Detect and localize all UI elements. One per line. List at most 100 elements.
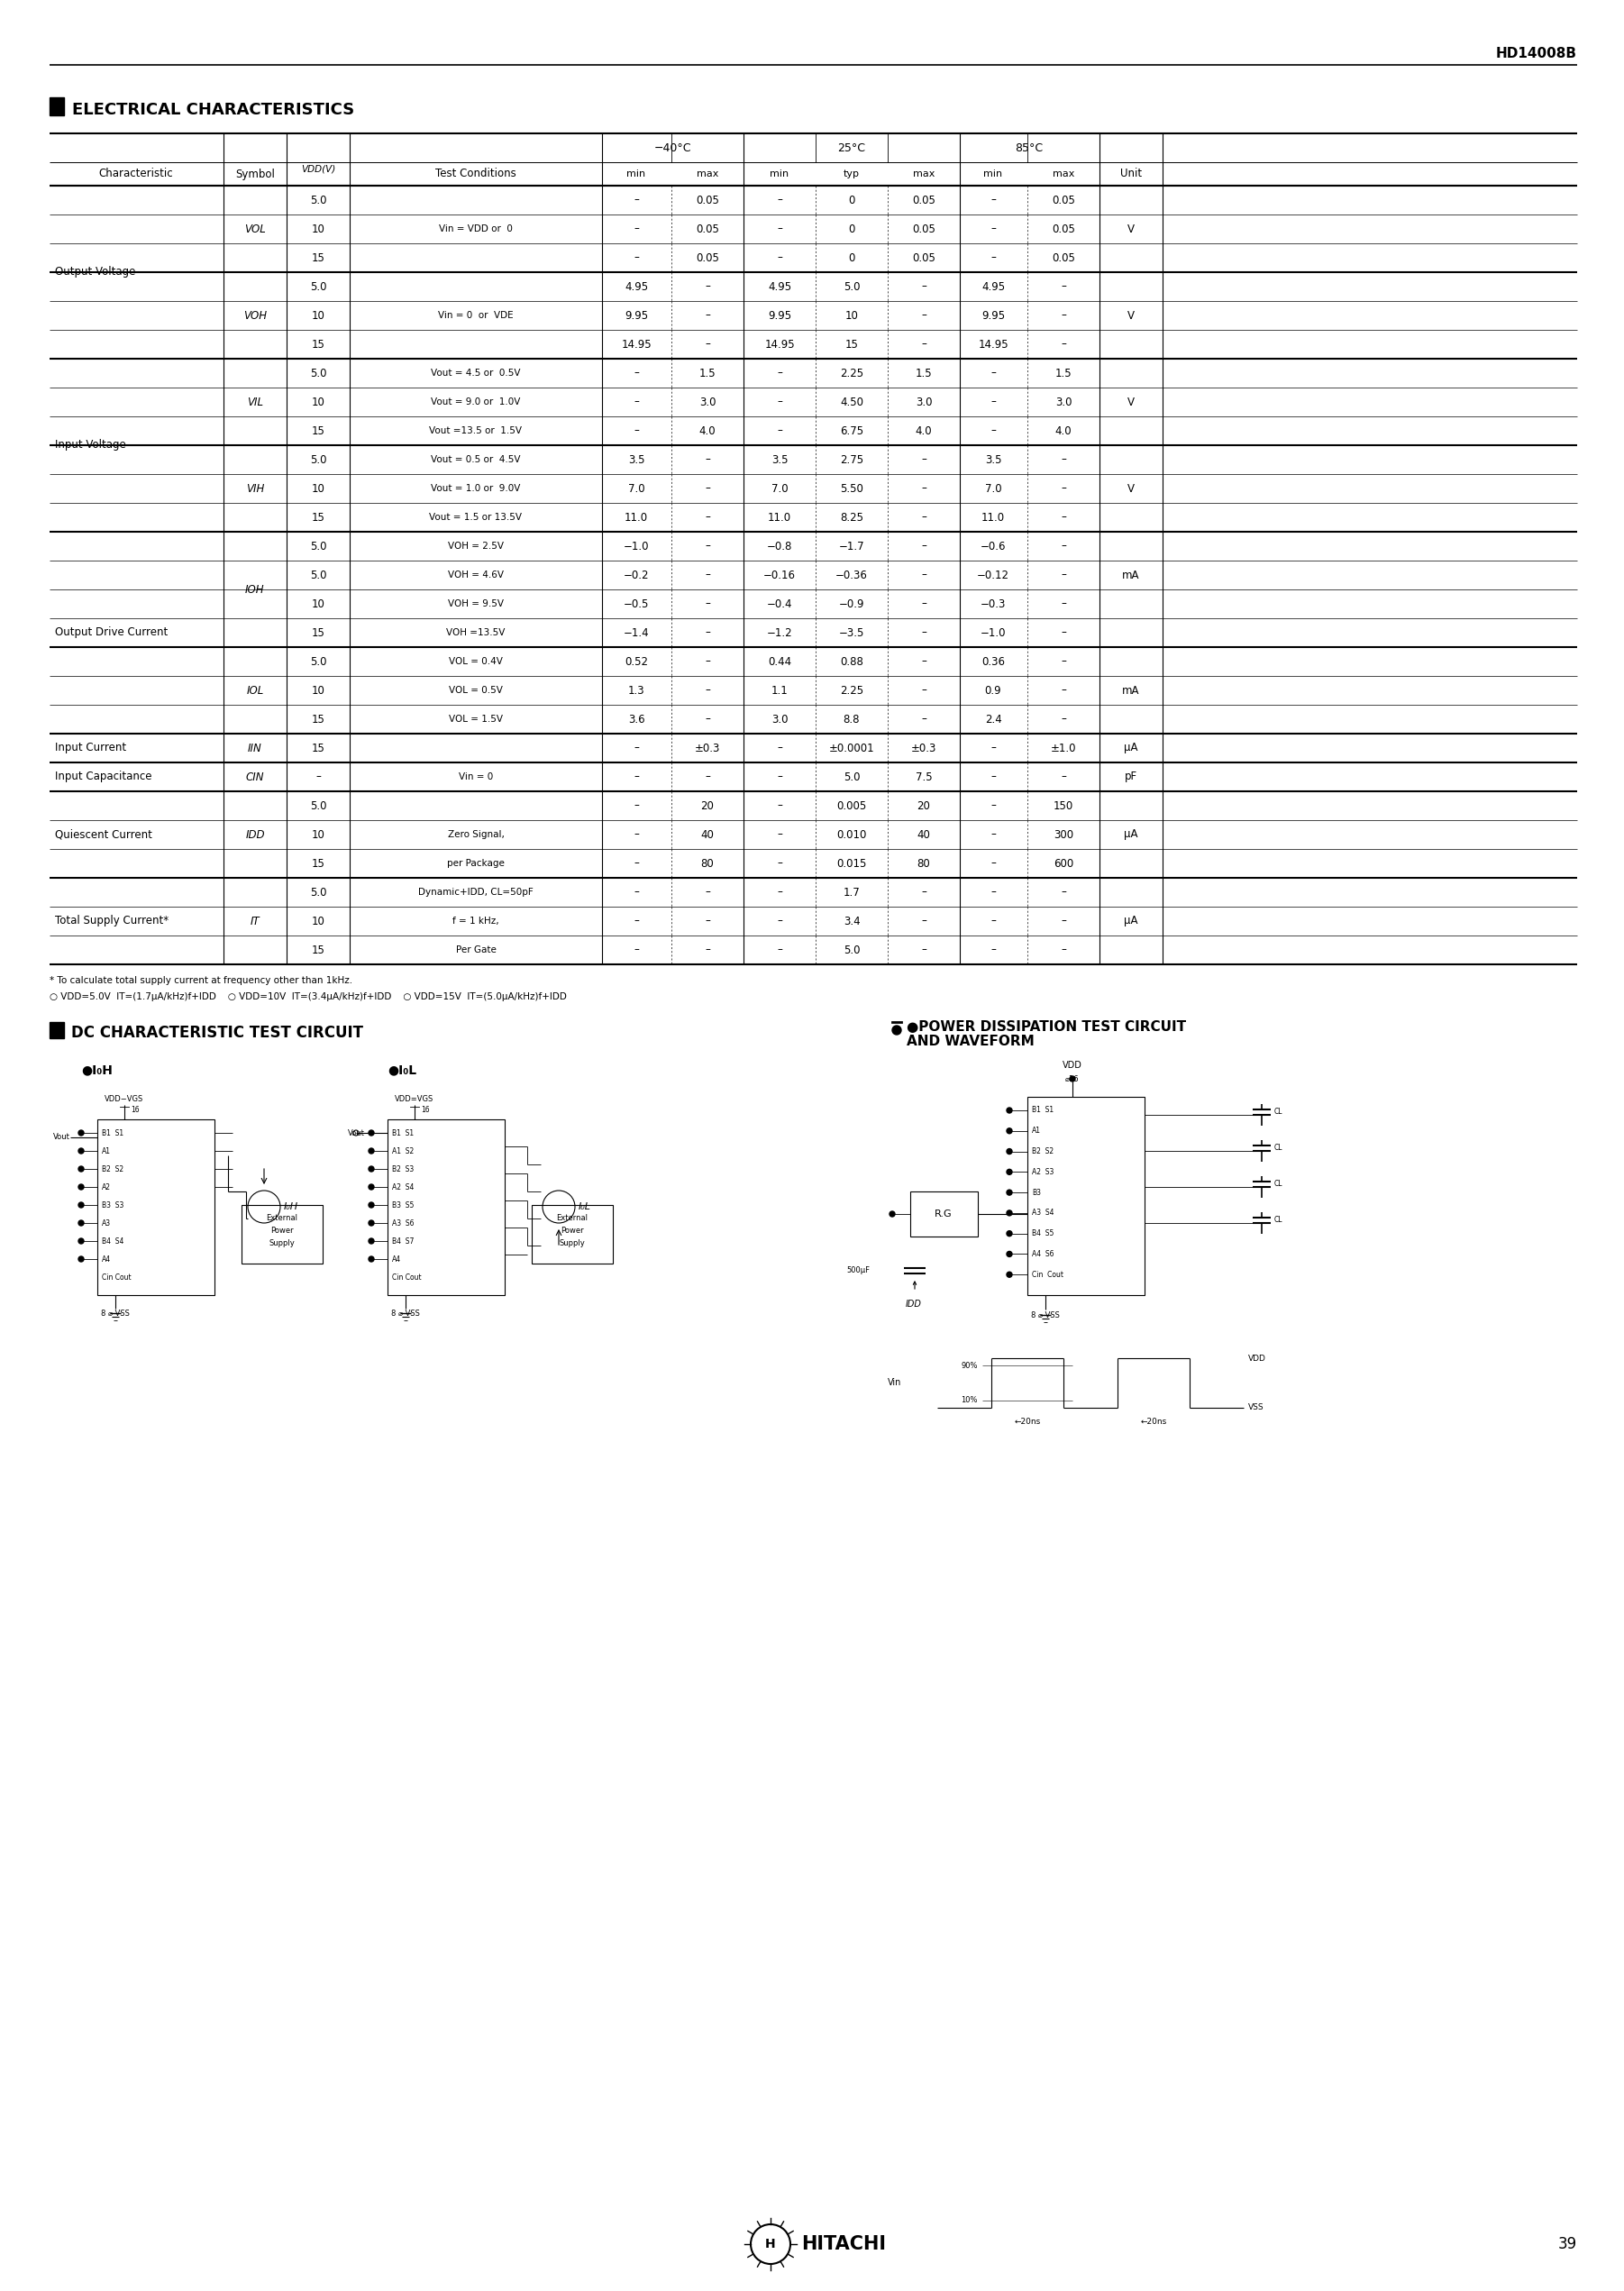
Text: 16: 16 [421,1107,429,1113]
Text: –: – [633,914,638,928]
Text: B3: B3 [1031,1189,1041,1196]
Text: –: – [921,339,926,351]
Text: VOL = 0.5V: VOL = 0.5V [448,685,503,694]
Text: −0.8: −0.8 [767,541,793,552]
Text: max: max [1052,170,1075,179]
Circle shape [1007,1189,1012,1196]
Text: IDD: IDD [245,829,265,841]
Text: 2.75: 2.75 [840,454,864,465]
Circle shape [78,1221,84,1226]
Text: 4.95: 4.95 [625,282,648,293]
Text: Cin  Cout: Cin Cout [1031,1272,1064,1278]
Text: −0.6: −0.6 [981,541,1005,552]
Text: VDD(V): VDD(V) [300,165,336,174]
Text: –: – [991,829,996,841]
Text: 20: 20 [918,800,931,811]
Text: 15: 15 [312,339,325,351]
Bar [531,1205,612,1265]
Text: Unit: Unit [1121,167,1142,179]
Text: –: – [315,772,322,784]
Circle shape [1007,1127,1012,1134]
Text: V: V [1127,396,1135,408]
Text: max: max [697,170,718,179]
Text: 11.0: 11.0 [768,511,791,522]
Text: 4.50: 4.50 [840,396,864,408]
Text: –: – [705,655,710,667]
Text: –: – [705,339,710,351]
Text: B2  S2: B2 S2 [1031,1148,1054,1155]
Text: –: – [776,772,783,784]
Text: VIL: VIL [247,396,263,408]
Text: CL: CL [1275,1180,1283,1189]
Text: 5.50: 5.50 [840,483,864,495]
Circle shape [369,1221,374,1226]
Text: DC CHARACTERISTIC TEST CIRCUIT: DC CHARACTERISTIC TEST CIRCUIT [71,1024,364,1040]
Text: 39: 39 [1557,2236,1577,2252]
Text: –: – [921,541,926,552]
Text: –: – [1060,944,1065,955]
Text: –: – [1060,568,1065,582]
Text: IIN: IIN [248,742,261,754]
Text: Output Drive Current: Output Drive Current [55,628,167,639]
Text: −1.4: −1.4 [624,628,650,639]
Text: 85°C: 85°C [1015,142,1043,153]
Text: –: – [705,685,710,696]
Text: HITACHI: HITACHI [801,2236,887,2252]
Text: –: – [705,568,710,582]
Text: 1.5: 1.5 [916,367,932,378]
Text: 5.0: 5.0 [310,568,326,582]
Text: B4  S7: B4 S7 [391,1237,414,1244]
Text: –: – [633,222,638,234]
Bar [50,96,63,115]
Text: 0.05: 0.05 [1052,222,1075,234]
Text: Supply: Supply [559,1239,585,1249]
Text: 10: 10 [312,222,325,234]
Text: –: – [633,857,638,868]
Text: –: – [921,655,926,667]
Text: 3.5: 3.5 [984,454,1002,465]
Text: −0.2: −0.2 [624,568,650,582]
Text: A3: A3 [102,1219,110,1228]
Text: ●I₀L: ●I₀L [388,1063,416,1077]
Text: 15: 15 [844,339,859,351]
Text: Output Voltage: Output Voltage [55,266,135,277]
Text: min: min [770,170,789,179]
Text: 3.0: 3.0 [916,396,932,408]
Text: –: – [633,367,638,378]
Text: Cin Cout: Cin Cout [391,1274,422,1281]
Text: –: – [991,800,996,811]
Text: 15: 15 [312,628,325,639]
Text: min: min [984,170,1002,179]
Text: 500μF: 500μF [846,1267,870,1274]
Text: 4.0: 4.0 [1056,424,1072,438]
Circle shape [1070,1077,1075,1081]
Text: 15: 15 [312,511,325,522]
Text: –: – [1060,511,1065,522]
Text: VOH = 2.5V: VOH = 2.5V [448,541,503,550]
Text: –: – [705,282,710,293]
Text: B2  S2: B2 S2 [102,1164,123,1173]
Text: 0.015: 0.015 [836,857,867,868]
Text: V: V [1127,222,1135,234]
Text: AND WAVEFORM: AND WAVEFORM [906,1036,1034,1049]
Circle shape [1007,1148,1012,1155]
Text: –: – [1060,628,1065,639]
Text: HD14008B: HD14008B [1496,48,1577,62]
Text: 10: 10 [312,483,325,495]
Text: External: External [557,1214,588,1223]
Text: 5.0: 5.0 [843,282,861,293]
Text: –: – [776,222,783,234]
Text: Zero Signal,: Zero Signal, [448,829,503,839]
Text: 8.8: 8.8 [843,713,861,724]
Text: –: – [921,944,926,955]
Text: min: min [627,170,646,179]
Text: –: – [921,483,926,495]
Text: −1.2: −1.2 [767,628,793,639]
Text: 0.36: 0.36 [981,655,1005,667]
Text: 1.3: 1.3 [628,685,645,696]
Text: A2: A2 [102,1182,110,1191]
Text: VOL = 0.4V: VOL = 0.4V [448,658,503,667]
Text: –: – [991,742,996,754]
Text: –: – [921,282,926,293]
Text: –: – [921,309,926,321]
